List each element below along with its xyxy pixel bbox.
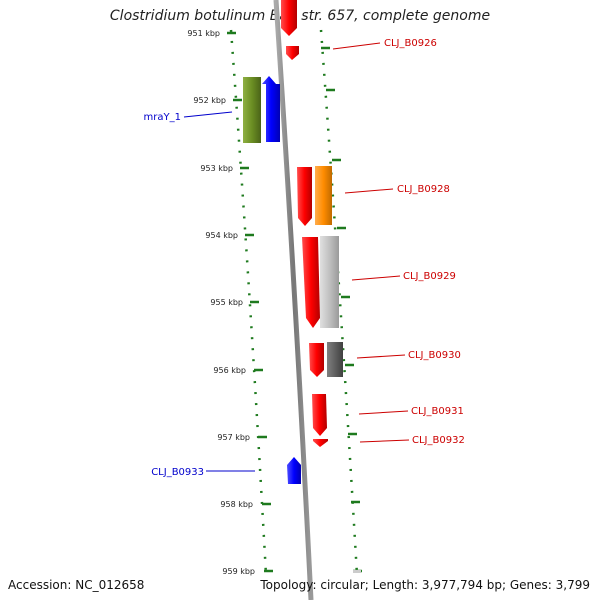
gene-clj-b0930-dgray xyxy=(327,342,343,377)
gene-clj-b0929-red xyxy=(302,237,320,328)
label-mray-1: mraY_1 xyxy=(144,112,181,123)
gene-mray-1 xyxy=(243,77,261,143)
tick-label-955: 955 kbp xyxy=(210,298,243,307)
gene-features xyxy=(243,0,361,573)
tick-label-957: 957 kbp xyxy=(217,433,250,442)
gene-clj-b0929-gray xyxy=(320,236,339,328)
label-clj-b0932: CLJ_B0932 xyxy=(412,435,465,446)
gene-clj-b0931 xyxy=(312,394,327,436)
tick-marks xyxy=(227,31,273,573)
label-clj-b0928: CLJ_B0928 xyxy=(397,184,450,195)
gene-labels: CLJ_B0926 mraY_1 CLJ_B0928 CLJ_B0929 CLJ… xyxy=(144,38,465,478)
gene-clj-b0933 xyxy=(287,457,301,484)
label-clj-b0933: CLJ_B0933 xyxy=(151,467,204,478)
genome-backbone xyxy=(273,0,314,600)
label-clj-b0929: CLJ_B0929 xyxy=(403,271,456,282)
gene-clj-b0930-red xyxy=(309,343,324,377)
gene-blue-upper xyxy=(262,76,280,142)
tick-label-958: 958 kbp xyxy=(220,500,253,509)
gene-clj-b0926-b xyxy=(286,46,299,60)
tick-label-952: 952 kbp xyxy=(193,96,226,105)
topology-text: Topology: circular; Length: 3,977,794 bp… xyxy=(260,578,590,592)
label-clj-b0930: CLJ_B0930 xyxy=(408,350,461,361)
tick-label-959: 959 kbp xyxy=(222,567,255,576)
gene-clj-b0928-orange xyxy=(315,166,332,225)
label-leaders xyxy=(183,42,410,472)
tick-labels: 951 kbp 952 kbp 953 kbp 954 kbp 955 kbp … xyxy=(187,29,255,576)
label-clj-b0931: CLJ_B0931 xyxy=(411,406,464,417)
gene-clj-b0932 xyxy=(313,439,328,447)
map-title: Clostridium botulinum Ba4 str. 657, comp… xyxy=(109,8,491,24)
gene-small-right xyxy=(353,570,361,573)
tick-label-954: 954 kbp xyxy=(205,231,238,240)
tick-label-951: 951 kbp xyxy=(187,29,220,38)
tick-label-953: 953 kbp xyxy=(200,164,233,173)
tick-label-956: 956 kbp xyxy=(213,366,246,375)
gene-clj-b0928-red xyxy=(297,167,312,226)
label-clj-b0926: CLJ_B0926 xyxy=(384,38,437,49)
gene-clj-b0926-a xyxy=(281,0,297,36)
accession-text: Accession: NC_012658 xyxy=(8,578,145,592)
